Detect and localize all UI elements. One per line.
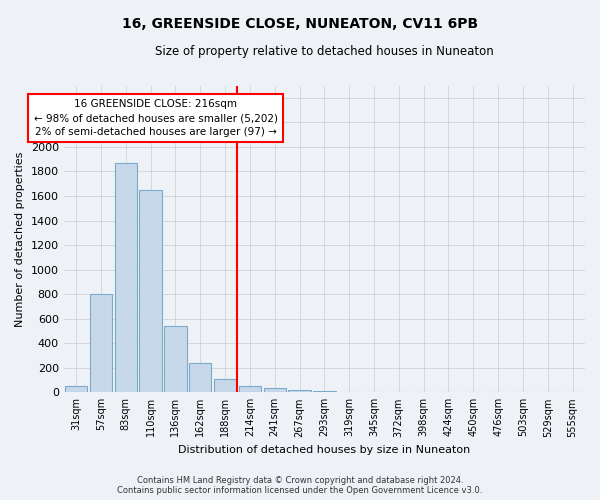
Title: Size of property relative to detached houses in Nuneaton: Size of property relative to detached ho…: [155, 45, 494, 58]
Bar: [214, 380, 236, 392]
Bar: [313, 391, 335, 392]
Text: 16, GREENSIDE CLOSE, NUNEATON, CV11 6PB: 16, GREENSIDE CLOSE, NUNEATON, CV11 6PB: [122, 18, 478, 32]
X-axis label: Distribution of detached houses by size in Nuneaton: Distribution of detached houses by size …: [178, 445, 470, 455]
Bar: [289, 390, 311, 392]
Bar: [90, 294, 112, 392]
Text: 16 GREENSIDE CLOSE: 216sqm
← 98% of detached houses are smaller (5,202)
2% of se: 16 GREENSIDE CLOSE: 216sqm ← 98% of deta…: [34, 99, 278, 137]
Bar: [139, 190, 162, 392]
Text: Contains HM Land Registry data © Crown copyright and database right 2024.
Contai: Contains HM Land Registry data © Crown c…: [118, 476, 482, 495]
Bar: [263, 388, 286, 392]
Bar: [189, 363, 211, 392]
Y-axis label: Number of detached properties: Number of detached properties: [15, 151, 25, 326]
Bar: [164, 326, 187, 392]
Bar: [115, 163, 137, 392]
Bar: [239, 386, 261, 392]
Bar: [65, 386, 87, 392]
